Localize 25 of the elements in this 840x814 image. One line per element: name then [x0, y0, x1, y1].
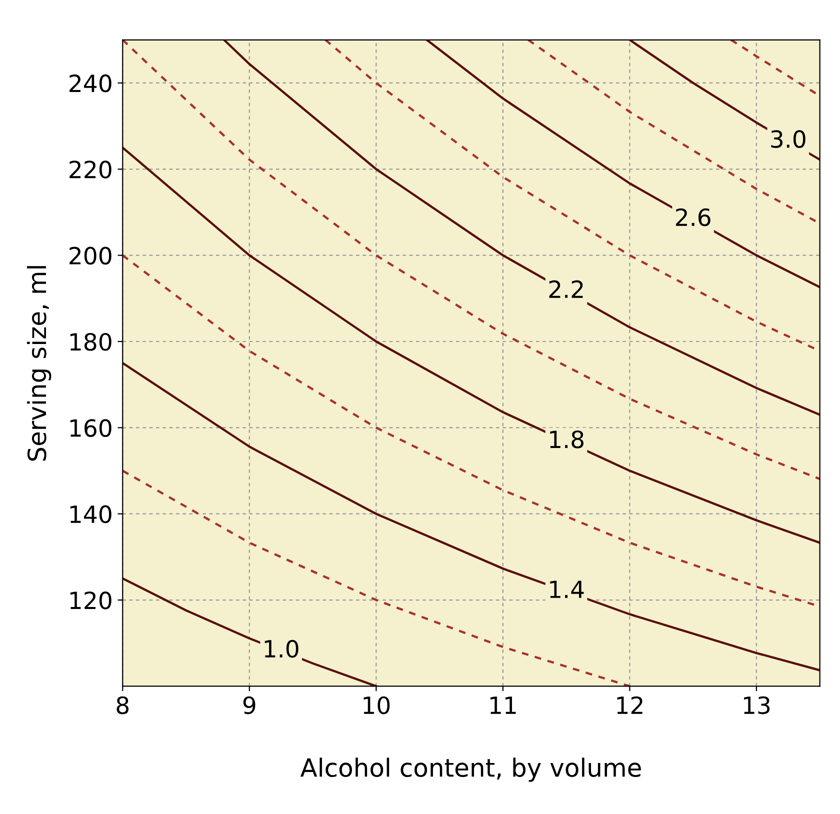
series-label: 2.2 — [549, 280, 583, 298]
line-series — [122, 362, 820, 672]
x-axis-title: Alcohol content, by volume — [300, 758, 641, 782]
series-label: 1.4 — [550, 580, 584, 598]
y-tick-label: 180 — [70, 332, 112, 351]
series-label: 1.0 — [264, 640, 298, 658]
x-tick-label: 13 — [744, 696, 770, 714]
line-series — [122, 146, 820, 544]
y-tick-label: 220 — [70, 160, 112, 178]
y-tick-label: 240 — [70, 74, 112, 92]
line-series — [222, 40, 820, 416]
x-tick-label: 12 — [617, 696, 642, 714]
line-series — [122, 470, 631, 686]
series-label: 1.8 — [550, 430, 584, 448]
y-tick-label: 200 — [70, 246, 112, 265]
y-tick-label: 140 — [70, 505, 112, 524]
x-tick-label: 10 — [364, 696, 390, 714]
series-label: 2.6 — [676, 208, 710, 226]
y-tick-label: 160 — [70, 419, 112, 437]
y-axis-title: Serving size, ml — [26, 266, 52, 461]
x-tick-label: 8 — [116, 696, 129, 714]
x-tick-label: 11 — [490, 696, 516, 714]
y-tick-label: 120 — [70, 591, 112, 610]
series-label: 3.0 — [771, 130, 806, 148]
x-tick-label: 9 — [243, 696, 256, 714]
